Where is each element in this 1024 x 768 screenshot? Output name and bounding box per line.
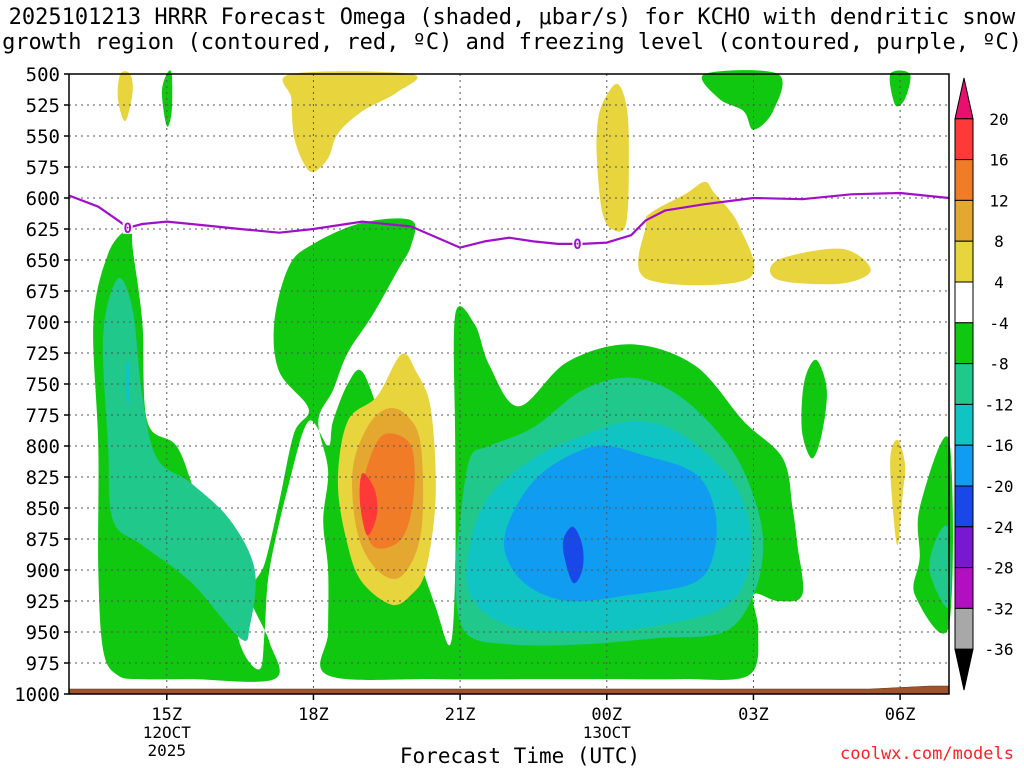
y-tick-label-750: 750	[26, 374, 60, 396]
omega-shaded-regions	[93, 70, 953, 682]
colorbar-label-7: -12	[985, 395, 1014, 414]
y-tick-label-525: 525	[26, 95, 60, 117]
colorbar-label-4: 4	[994, 273, 1004, 292]
colorbar-swatch-2	[954, 159, 974, 201]
y-tick-label-775: 775	[26, 405, 60, 427]
omega-region-15	[929, 525, 951, 609]
omega-region-1	[117, 71, 133, 122]
y-tick-label-950: 950	[26, 622, 60, 644]
chart-title-line-1: 2025101213 HRRR Forecast Omega (shaded, …	[8, 5, 1016, 30]
omega-region-3	[596, 83, 629, 232]
colorbar-label-8: -16	[985, 436, 1014, 455]
colorbar-triangle-top	[954, 77, 974, 120]
freezing-level-label-1: 0	[123, 221, 131, 237]
colorbar-label-0: 20	[989, 110, 1008, 129]
colorbar-label-6: -8	[989, 355, 1008, 374]
y-tick-label-600: 600	[26, 188, 60, 210]
x-axis-label: Forecast Time (UTC)	[399, 744, 641, 768]
y-tick-label-825: 825	[26, 467, 60, 489]
y-axis-ticks: 500 525 550 575 600 625 650 675 700 725 750 775 800 8…	[14, 64, 69, 706]
y-tick-label-700: 700	[26, 312, 60, 334]
colorbar-label-13: -36	[985, 640, 1014, 659]
x-tick-label-18Z: 18Z	[298, 705, 329, 725]
y-tick-label-1000: 1000	[14, 684, 60, 706]
freezing-level-line	[68, 191, 950, 249]
colorbar-swatch-11	[954, 526, 974, 569]
x-tick-label-21Z: 21Z	[445, 705, 476, 725]
site-credit[interactable]: coolwx.com/models	[840, 744, 1014, 764]
omega-region-19	[562, 526, 584, 584]
y-tick-label-800: 800	[26, 436, 60, 458]
colorbar-swatch-10	[954, 485, 974, 528]
y-tick-label-725: 725	[26, 343, 60, 365]
colorbar-triangle-bottom	[954, 648, 974, 691]
ground-fill	[68, 685, 950, 695]
omega-region-5	[769, 248, 871, 285]
y-tick-label-550: 550	[26, 126, 60, 148]
y-tick-label-625: 625	[26, 219, 60, 241]
colorbar-label-2: 12	[989, 191, 1008, 210]
colorbar-swatch-3	[954, 199, 974, 242]
y-tick-label-925: 925	[26, 591, 60, 613]
colorbar-swatch-5	[954, 281, 974, 324]
y-tick-label-850: 850	[26, 498, 60, 520]
x-tick-label-03Z: 03Z	[738, 705, 769, 725]
x-tick-sublabel-15Z-1: 12OCT	[143, 723, 192, 742]
colorbar-swatch-4	[954, 240, 974, 283]
gridlines	[69, 74, 949, 694]
colorbar-label-9: -20	[985, 477, 1014, 496]
x-tick-label-06Z: 06Z	[885, 705, 916, 725]
freezing-label-bg-1	[122, 220, 133, 234]
omega-region-23	[359, 473, 378, 536]
omega-region-8	[701, 70, 783, 130]
colorbar-swatch-12	[954, 567, 974, 609]
y-tick-label-675: 675	[26, 281, 60, 303]
omega-region-6	[890, 439, 906, 546]
colorbar-label-5: -4	[989, 314, 1008, 333]
omega-region-11	[801, 359, 827, 459]
colorbar: 20 16 12 8 4 -4 -8 -12 -16 -20 -24 -28 -32 -36	[954, 77, 1014, 691]
colorbar-swatch-8	[954, 403, 974, 446]
y-tick-label-500: 500	[26, 64, 60, 86]
y-tick-label-575: 575	[26, 157, 60, 179]
colorbar-label-10: -24	[985, 518, 1014, 537]
freezing-level-contour: 00	[68, 191, 950, 253]
colorbar-label-1: 16	[989, 151, 1008, 170]
x-tick-sublabel-15Z-2: 2025	[148, 741, 187, 760]
colorbar-swatch-1	[954, 118, 974, 161]
omega-region-13	[102, 277, 256, 641]
freezing-label-bg-2	[572, 236, 583, 250]
chart-title-line-2: growth region (contoured, red, ºC) and f…	[2, 30, 1022, 55]
x-tick-sublabel-00Z-1: 13OCT	[583, 723, 632, 742]
x-tick-label-15Z: 15Z	[151, 705, 182, 725]
colorbar-label-12: -32	[985, 599, 1014, 618]
y-tick-label-900: 900	[26, 560, 60, 582]
colorbar-swatch-7	[954, 363, 974, 405]
y-tick-label-975: 975	[26, 653, 60, 675]
x-tick-label-00Z: 00Z	[591, 705, 622, 725]
omega-region-2	[282, 71, 418, 173]
omega-region-9	[889, 70, 911, 107]
colorbar-swatch-9	[954, 444, 974, 487]
freezing-level-label-2: 0	[573, 237, 581, 253]
y-tick-label-875: 875	[26, 529, 60, 551]
colorbar-label-11: -28	[985, 559, 1014, 578]
colorbar-swatch-6	[954, 322, 974, 365]
omega-region-4	[638, 181, 755, 286]
colorbar-swatch-13	[954, 607, 974, 650]
omega-region-16	[125, 359, 131, 409]
omega-region-18	[504, 445, 717, 602]
y-tick-label-650: 650	[26, 250, 60, 272]
ground-strip	[68, 685, 950, 695]
colorbar-label-3: 8	[994, 232, 1004, 251]
